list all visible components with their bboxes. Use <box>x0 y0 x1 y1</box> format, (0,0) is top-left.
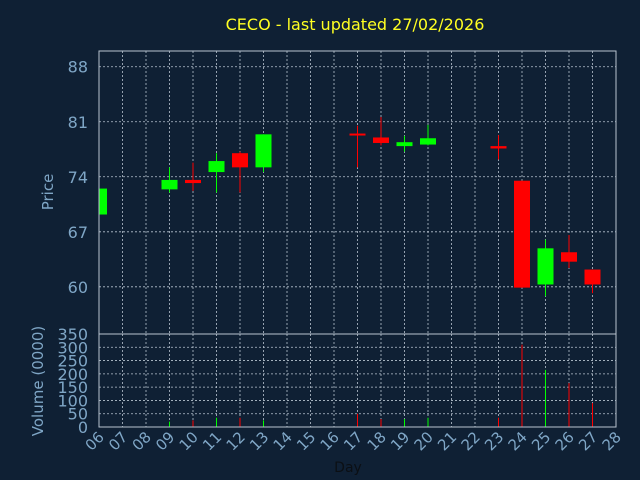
x-tick-label: 22 <box>458 428 484 454</box>
volume-tick-label: 50 <box>68 405 88 424</box>
candle-body <box>185 179 201 184</box>
x-tick-label: 11 <box>199 428 225 454</box>
candle-body <box>396 142 413 147</box>
x-tick-label: 12 <box>223 428 249 454</box>
volume-tick-label: 300 <box>57 338 88 357</box>
x-tick-label: 16 <box>317 428 343 454</box>
candle-body <box>373 137 389 143</box>
x-tick-label: 09 <box>152 428 178 454</box>
volume-bars <box>98 344 593 427</box>
x-tick-label: 15 <box>293 428 319 454</box>
candle-body <box>537 248 554 285</box>
volume-tick-label: 100 <box>57 391 88 410</box>
volume-tick-label: 150 <box>57 378 88 397</box>
candle-body <box>349 133 366 136</box>
price-tick-label: 74 <box>68 168 88 187</box>
candle-body <box>232 153 248 168</box>
x-ticks: 0607080910111213141516171819202122232425… <box>82 428 625 454</box>
price-tick-label: 88 <box>68 58 88 77</box>
x-tick-label: 10 <box>176 428 202 454</box>
x-tick-label: 07 <box>105 428 131 454</box>
candle-body <box>161 179 178 190</box>
volume-tick-label: 200 <box>57 365 88 384</box>
candle-body <box>420 138 436 145</box>
x-tick-label: 08 <box>129 428 155 454</box>
x-tick-label: 28 <box>599 428 625 454</box>
price-axis-label: Price <box>39 174 57 211</box>
candle-body <box>490 146 507 149</box>
volume-grid <box>98 333 617 428</box>
volume-tick-label: 250 <box>57 352 88 371</box>
x-tick-label: 24 <box>505 428 531 454</box>
candles <box>98 117 601 297</box>
x-axis-label: Day <box>334 460 362 476</box>
price-y-ticks: 60 67 74 81 88 <box>68 58 88 297</box>
volume-tick-label: 350 <box>57 325 88 344</box>
candle-body <box>584 269 601 285</box>
price-grid <box>98 51 617 334</box>
chart-title: CECO - last updated 27/02/2026 <box>226 15 485 34</box>
x-tick-label: 17 <box>340 428 366 454</box>
candle-body <box>255 134 272 168</box>
x-tick-label: 19 <box>387 428 413 454</box>
x-tick-label: 18 <box>364 428 390 454</box>
volume-axis-label: Volume (0000) <box>29 326 47 436</box>
x-tick-label: 13 <box>246 428 272 454</box>
price-tick-label: 81 <box>68 113 88 132</box>
volume-tick-label: 0 <box>78 418 88 437</box>
x-tick-label: 21 <box>434 428 460 454</box>
x-tick-label: 26 <box>552 428 578 454</box>
volume-panel-frame <box>98 333 617 428</box>
price-tick-label: 67 <box>68 223 88 242</box>
x-tick-label: 20 <box>411 428 437 454</box>
x-tick-label: 14 <box>270 428 296 454</box>
candle-body <box>561 252 577 262</box>
x-tick-label: 27 <box>575 428 601 454</box>
candle-body <box>514 180 530 288</box>
price-tick-label: 60 <box>68 278 88 297</box>
x-tick-label: 23 <box>481 428 507 454</box>
x-tick-label: 25 <box>528 428 554 454</box>
candle-body <box>99 188 107 215</box>
candle-body <box>208 161 225 173</box>
